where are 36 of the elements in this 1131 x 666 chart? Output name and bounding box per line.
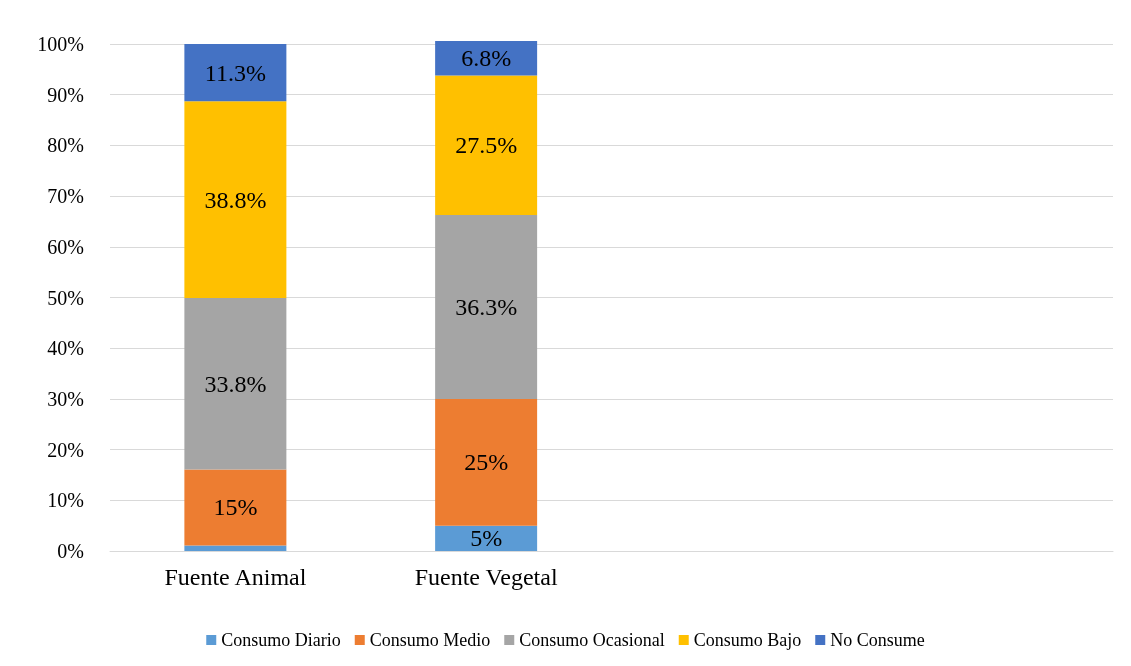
bar [184,298,287,470]
legend-label: Consumo Bajo [693,630,802,650]
y-tick-label: 20% [47,438,84,461]
data-label: 15% [213,494,258,521]
y-tick-label: 70% [47,185,84,208]
bar [435,525,538,551]
data-label: 11.3% [204,59,266,86]
bar [184,545,287,551]
y-tick-label: 50% [47,286,84,309]
bar [435,398,538,526]
y-tick-label: 0% [57,540,84,562]
bar [435,214,538,399]
legend-label: Consumo Ocasional [519,630,665,650]
data-label: 6.8% [461,45,512,72]
y-tick-label: 90% [47,83,84,106]
data-label: 33.8% [204,370,267,397]
data-label: 25% [464,449,509,476]
x-tick-label: Fuente Animal [164,564,307,590]
bar [184,44,287,102]
legend-label: No Consume [830,630,925,650]
legend-label: Consumo Diario [221,630,341,650]
y-tick-label: 10% [47,489,84,512]
bar [184,101,287,299]
data-label: 5% [470,525,503,552]
bar [184,469,287,546]
bar [435,75,538,215]
y-tick-label: 30% [47,387,84,410]
y-tick-label: 60% [47,235,84,258]
data-label: 27.5% [455,132,518,159]
y-tick-label: 80% [47,134,84,157]
y-tick-label: 40% [47,337,84,360]
legend-label: Consumo Medio [369,630,491,650]
x-tick-label: Fuente Vegetal [414,564,558,590]
data-label: 36.3% [455,293,518,320]
data-label: 38.8% [204,186,267,213]
y-tick-label: 100% [37,33,84,56]
